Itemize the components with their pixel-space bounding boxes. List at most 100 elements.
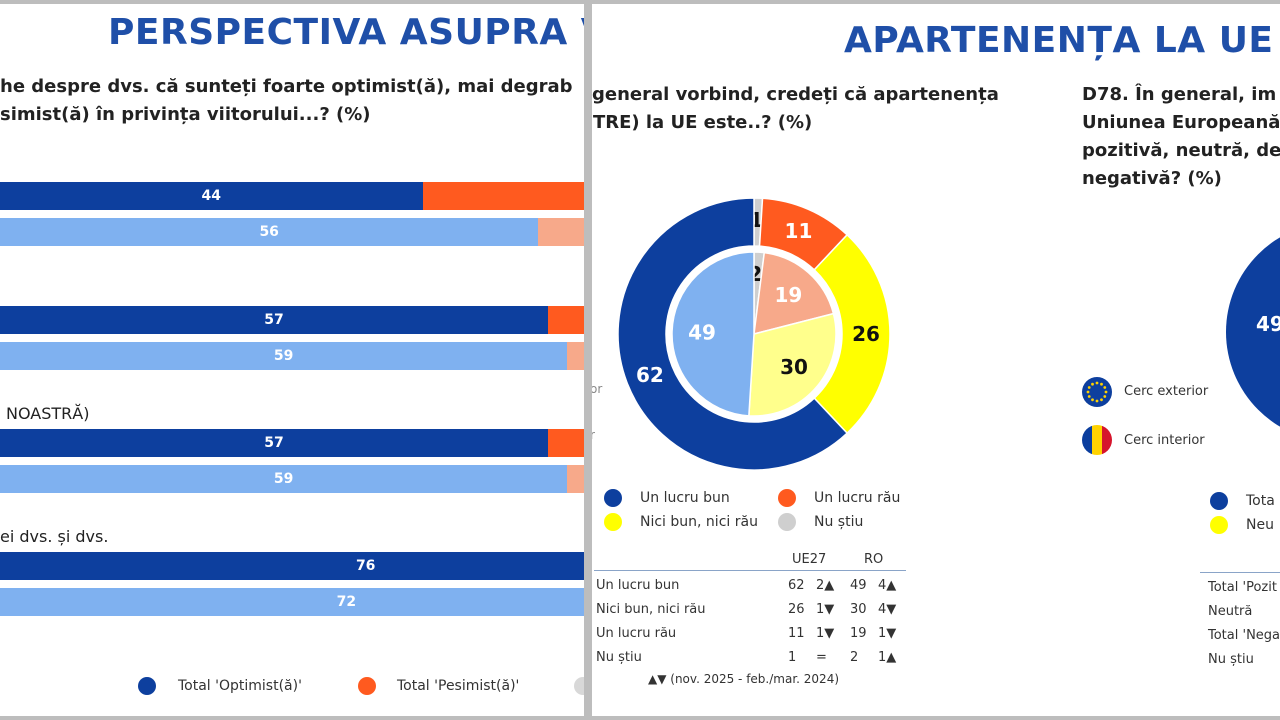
bar-value-label: 72 <box>336 594 357 610</box>
inner-label-1: 19 <box>774 283 802 307</box>
q2-line4: negativă? (%) <box>1082 168 1222 189</box>
legend-bad-dot <box>778 489 796 507</box>
bar-pesimist-segment <box>538 218 584 246</box>
table-cell-label: Nici bun, nici rău <box>596 602 706 617</box>
edge-text-1: or <box>592 382 603 396</box>
left-question-line1: he despre dvs. că sunteți foarte optimis… <box>0 76 573 97</box>
legend-pesimist-label: Total 'Pesimist(ă)' <box>397 678 520 694</box>
table-cell-roc: 1▲ <box>878 650 897 665</box>
right-panel: APARTENENȚA LA UE general vorbind, crede… <box>592 4 1280 716</box>
table-cell-label: Nu știu <box>596 650 642 665</box>
second-legend-label-2: Neu <box>1246 517 1274 533</box>
legend-bad-label: Un lucru rău <box>814 490 901 506</box>
bar-optimist-segment <box>0 218 539 246</box>
left-panel: PERSPECTIVA ASUPRA V he despre dvs. că s… <box>0 4 584 716</box>
eu-star <box>1095 381 1099 385</box>
second-legend-dot-2 <box>1210 516 1228 534</box>
table-divider <box>594 570 906 571</box>
right-question-line1: general vorbind, credeți că apartenența <box>592 84 999 105</box>
table-cell-euc: = <box>816 650 827 665</box>
table-header-eu: UE27 <box>792 552 827 567</box>
outer-label-1: 11 <box>785 219 813 243</box>
table-cell-eu: 62 <box>788 578 805 593</box>
bar-value-label: 57 <box>264 435 284 451</box>
second-legend-label-1: Tota <box>1246 493 1275 509</box>
bar-value-label: 44 <box>201 188 222 204</box>
bar-value-label: 57 <box>264 312 284 328</box>
ro-flag-icon <box>1082 425 1112 455</box>
inner-label-3: 49 <box>688 320 716 344</box>
eu-star <box>1087 386 1091 389</box>
table-cell-roc: 4▲ <box>878 578 897 593</box>
outer-label-2: 26 <box>852 322 880 346</box>
bar-eu-4: 76 <box>0 552 584 580</box>
second-table-row-4: Nu știu <box>1208 652 1254 667</box>
eu-star <box>1100 398 1103 402</box>
second-legend-dot-1 <box>1210 492 1228 510</box>
table-cell-ro: 19 <box>850 626 867 641</box>
bar-pesimist-segment <box>567 342 584 370</box>
bar-ro-1: 56 <box>0 218 584 246</box>
table-cell-ro: 30 <box>850 602 867 617</box>
bar-optimist-segment <box>0 465 568 493</box>
bar-eu-1: 44 <box>0 182 584 210</box>
bar-ro-4: 72 <box>0 588 584 616</box>
table-cell-roc: 1▼ <box>878 626 897 641</box>
legend-extra-dot <box>574 677 584 695</box>
q2-line1: D78. În general, im <box>1082 84 1277 105</box>
legend-neutral-label: Nici bun, nici rău <box>640 514 758 530</box>
table-cell-eu: 1 <box>788 650 797 665</box>
legend-dk-dot <box>778 513 796 531</box>
table-cell-ro: 2 <box>850 650 859 665</box>
legend-optimist-label: Total 'Optimist(ă)' <box>178 678 302 694</box>
bar-optimist-segment <box>0 342 568 370</box>
bar-pesimist-segment <box>422 182 584 210</box>
bar-ro-2: 59 <box>0 342 584 370</box>
bar-optimist-segment <box>0 588 584 616</box>
eu-star <box>1103 386 1107 389</box>
table-cell-roc: 4▼ <box>878 602 897 617</box>
ring-outer-label: Cerc exterior <box>1124 384 1209 399</box>
right-title: APARTENENȚA LA UE <box>844 20 1274 61</box>
legend-optimist-dot <box>138 677 156 695</box>
bar-eu-2: 57 <box>0 306 584 334</box>
outer-slice-3 <box>617 197 849 471</box>
second-table-row-3: Total 'Nega <box>1208 628 1280 643</box>
bar-ro-3: 59 <box>0 465 584 493</box>
bar-pesimist-segment <box>567 465 584 493</box>
legend-neutral-dot <box>604 513 622 531</box>
bar-value-label: 59 <box>273 348 294 364</box>
outer-label-3: 62 <box>636 363 664 387</box>
inner-slice-3 <box>671 251 755 417</box>
table-footnote: ▲▼ (nov. 2025 - feb./mar. 2024) <box>648 672 840 686</box>
bar-value-label: 59 <box>273 471 294 487</box>
left-question-line2: simist(ă) în privința viitorului...? (%) <box>0 104 371 125</box>
inner-slice-2 <box>748 312 837 417</box>
legend-good-label: Un lucru bun <box>640 490 730 506</box>
ring-inner-label: Cerc interior <box>1124 433 1205 448</box>
q2-line2: Uniunea Europeană <box>1082 112 1280 133</box>
second-table-divider <box>1200 572 1280 573</box>
eu-star <box>1091 382 1094 386</box>
table-cell-eu: 26 <box>788 602 805 617</box>
eu-star <box>1091 398 1094 402</box>
left-title: PERSPECTIVA ASUPRA V <box>108 12 584 53</box>
bar-optimist-segment <box>0 552 584 580</box>
legend-pesimist-dot <box>358 677 376 695</box>
table-header-ro: RO <box>864 552 884 567</box>
legend-good-dot <box>604 489 622 507</box>
group4-label: ei dvs. și dvs. <box>0 527 109 546</box>
eu-star <box>1103 395 1107 398</box>
group3-label: NOASTRĂ) <box>6 404 90 423</box>
q2-line3: pozitivă, neutră, de <box>1082 140 1280 161</box>
bar-optimist-segment <box>0 429 549 457</box>
table-cell-ro: 49 <box>850 578 867 593</box>
legend-dk-label: Nu știu <box>814 514 864 530</box>
eu-flag-icon <box>1082 377 1112 407</box>
second-donut-value: 49 <box>1256 312 1280 336</box>
table-cell-label: Un lucru bun <box>596 578 680 593</box>
bar-value-label: 76 <box>355 558 376 574</box>
bar-eu-3: 57 <box>0 429 584 457</box>
bar-pesimist-segment <box>548 306 584 334</box>
second-table-row-2: Neutră <box>1208 604 1253 619</box>
